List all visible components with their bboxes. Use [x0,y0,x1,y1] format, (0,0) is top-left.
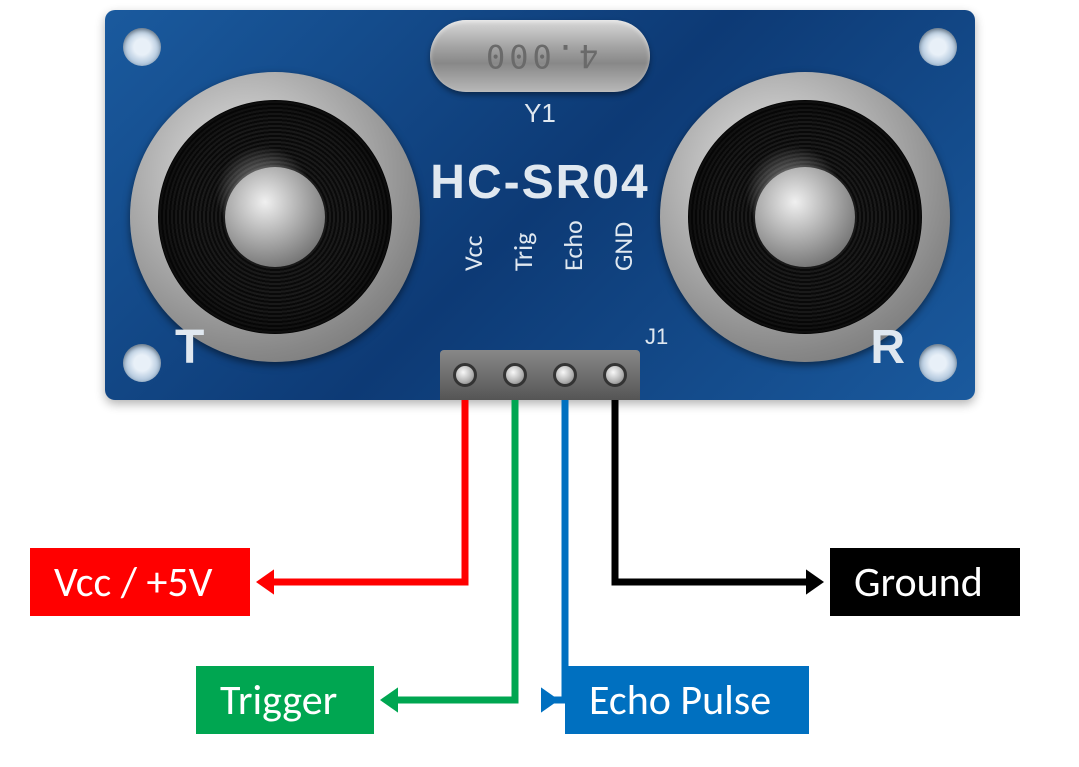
pin-trig [503,363,527,387]
arrowhead-trig [380,687,398,712]
wire-vcc [274,400,465,582]
mounting-hole [919,28,957,66]
transducer-mesh [158,100,392,334]
label-trig: Trigger [196,666,374,734]
mounting-hole [919,344,957,382]
pin-header [440,350,640,400]
pin-silk-labels: Vcc Trig Echo GND [453,235,643,267]
transducer-t [130,72,420,362]
pin-silk-vcc: Vcc [457,231,489,271]
pin-silk-echo: Echo [557,231,589,271]
crystal-marking: 4.000 [482,37,598,75]
mounting-hole [123,344,161,382]
transducer-mesh [688,100,922,334]
sensor-board: 4.000 Y1 HC-SR04 T R J1 Vcc Trig Echo GN… [105,10,975,400]
transducer-dome [225,167,325,267]
label-vcc: Vcc / +5V [30,548,250,616]
arrowhead-vcc [256,569,274,594]
mounting-hole [123,28,161,66]
label-gnd: Ground [830,548,1020,616]
pin-silk-gnd: GND [607,231,639,271]
crystal-oscillator: 4.000 [430,20,650,92]
wire-gnd [615,400,806,582]
silk-j1: J1 [645,324,668,350]
wire-echo [541,400,565,700]
pin-vcc [453,363,477,387]
pin-echo [553,363,577,387]
silk-t: T [175,320,204,375]
arrowhead-gnd [806,569,824,594]
transducer-r [660,72,950,362]
arrowhead-echo [541,687,559,712]
silk-y1: Y1 [524,98,556,129]
transducer-dome [755,167,855,267]
silk-model: HC-SR04 [430,155,649,210]
pin-silk-trig: Trig [507,231,539,271]
silk-r: R [870,320,905,375]
label-echo: Echo Pulse [565,666,809,734]
pin-gnd [603,363,627,387]
wire-trig [398,400,515,700]
